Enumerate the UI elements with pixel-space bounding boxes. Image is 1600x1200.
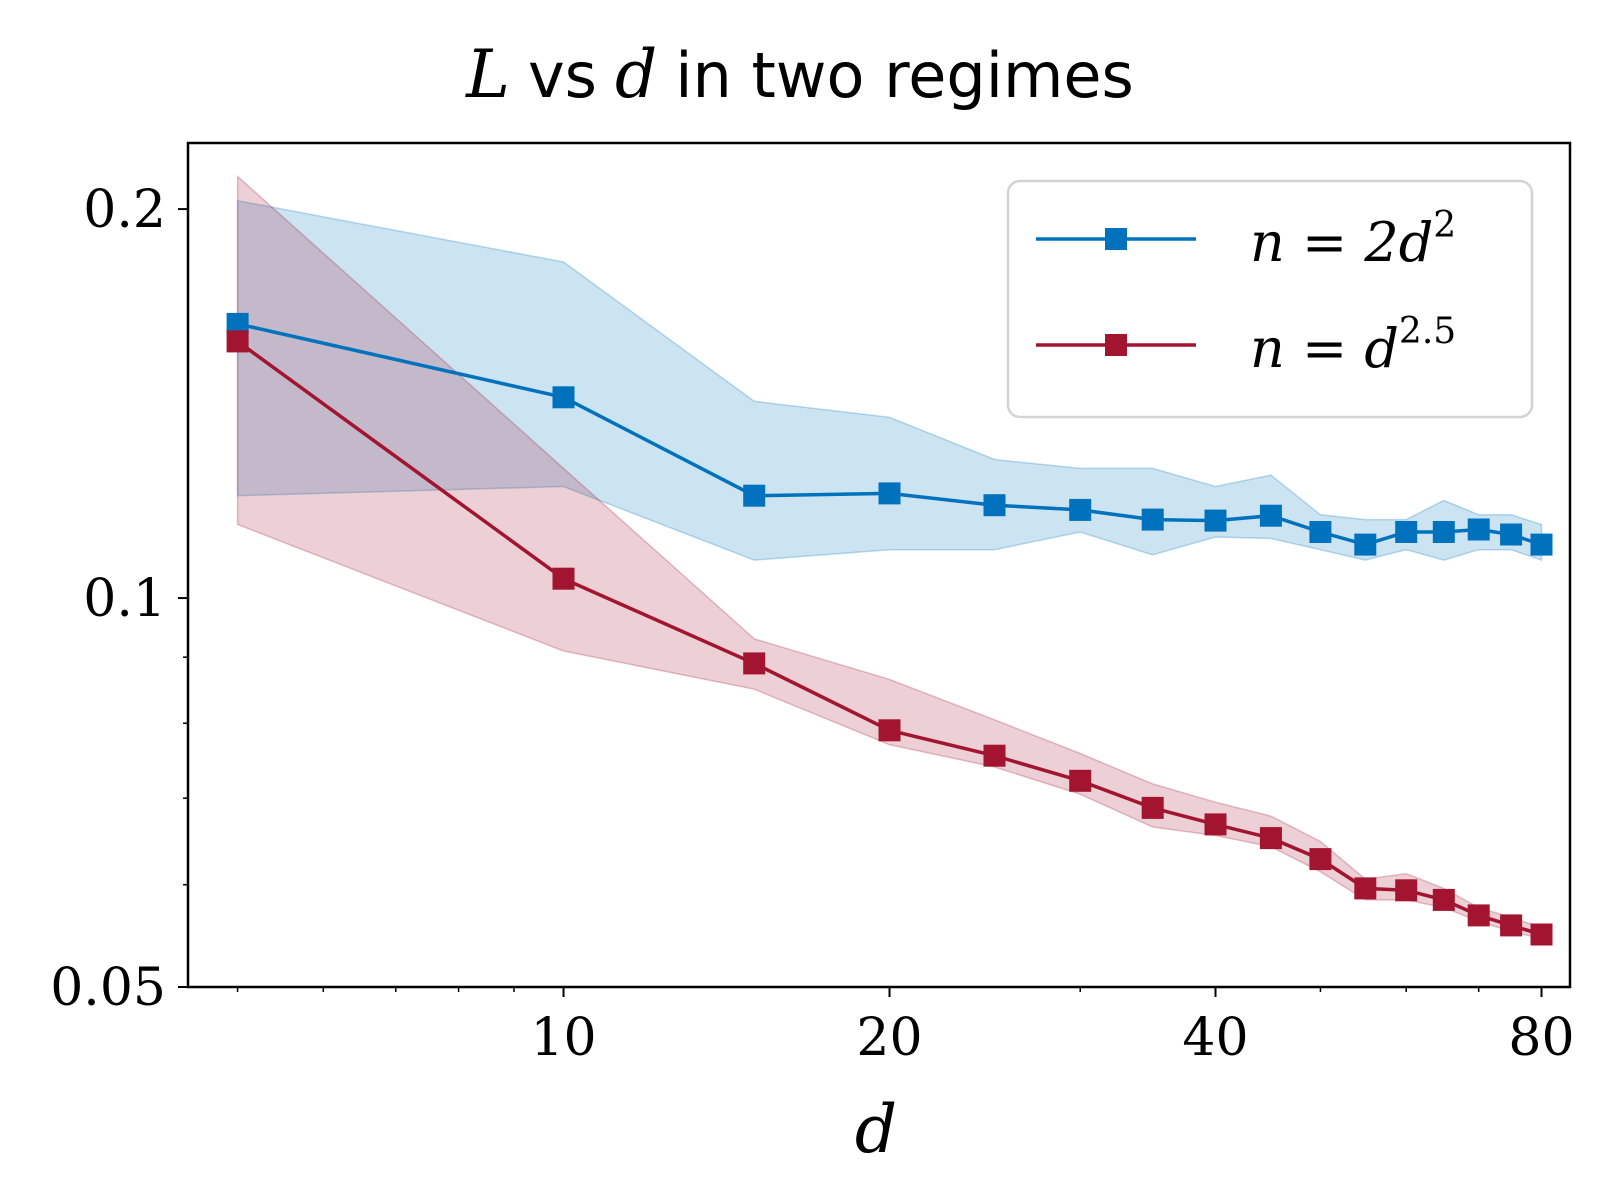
- series-0-point-4: [983, 494, 1006, 517]
- series-1-point-0: [226, 330, 249, 353]
- series-0-point-9: [1309, 521, 1332, 543]
- series-0-point-11: [1395, 521, 1418, 543]
- series-1-point-12: [1432, 888, 1455, 911]
- y-tick-label-1: 0.1: [83, 569, 166, 629]
- y-tick-label-0: 0.05: [50, 958, 166, 1018]
- series-0-point-2: [743, 484, 766, 507]
- series-1-point-5: [1069, 769, 1092, 792]
- series-0-point-10: [1354, 533, 1377, 556]
- series-0-point-3: [878, 482, 901, 505]
- plot-area: 10 20 40 80 0.05 0.1 0.2: [50, 141, 1575, 1068]
- series-1-point-8: [1259, 827, 1282, 850]
- series-1-point-7: [1204, 813, 1227, 836]
- legend-label-1-exponent: 2.5: [1399, 311, 1456, 352]
- series-1-point-2: [743, 652, 766, 675]
- series-1-point-9: [1309, 848, 1332, 871]
- series-0-point-15: [1530, 533, 1553, 556]
- legend-label-1: n = d2.5: [1250, 311, 1456, 380]
- series-0-point-14: [1500, 523, 1523, 546]
- series-1-point-15: [1530, 923, 1553, 946]
- x-tick-label-3: 80: [1508, 1008, 1574, 1068]
- series-0-point-13: [1467, 518, 1490, 541]
- x-tick-label-0: 10: [530, 1008, 596, 1068]
- series-0-point-8: [1259, 504, 1282, 527]
- legend-label-0-exponent: 2: [1433, 205, 1456, 246]
- series-0-point-6: [1141, 508, 1164, 531]
- legend-marker-0: [1105, 228, 1127, 250]
- title-var-l: L: [465, 36, 510, 113]
- series-0-point-12: [1432, 521, 1455, 543]
- y-tick-label-2: 0.2: [83, 180, 166, 240]
- legend: n = 2d2 n = d2.5: [1006, 179, 1534, 419]
- series-1-point-11: [1395, 879, 1418, 902]
- series-0-point-5: [1069, 498, 1092, 521]
- legend-label-1-main: n = d: [1250, 317, 1399, 380]
- series-1-point-4: [983, 744, 1006, 767]
- title-vs: vs: [528, 39, 597, 112]
- series-0-band: [236, 199, 1543, 562]
- series-1-point-14: [1500, 914, 1523, 937]
- x-tick-label-2: 40: [1182, 1008, 1248, 1068]
- x-axis-label: d: [855, 1091, 897, 1168]
- series-0-point-7: [1204, 509, 1227, 532]
- title-rest: in two regimes: [675, 39, 1134, 112]
- title-var-d: d: [615, 36, 657, 113]
- chart-title: L vs d in two regimes: [465, 36, 1134, 113]
- series-1-point-3: [878, 719, 901, 742]
- legend-label-0: n = 2d2: [1250, 205, 1456, 274]
- series-1-point-6: [1141, 796, 1164, 819]
- series-0-line: [237, 322, 1543, 547]
- series-1-line: [236, 339, 1543, 937]
- x-tick-label-1: 20: [856, 1008, 922, 1068]
- plot-frame: [186, 141, 1572, 989]
- series-0-point-1: [552, 386, 575, 409]
- series-0-point-0: [226, 312, 249, 335]
- series-1-point-10: [1354, 877, 1377, 900]
- legend-marker-1: [1105, 334, 1127, 356]
- series-1-point-1: [552, 567, 575, 590]
- legend-label-0-main: n = 2d: [1250, 211, 1433, 274]
- series-1-point-13: [1467, 904, 1490, 927]
